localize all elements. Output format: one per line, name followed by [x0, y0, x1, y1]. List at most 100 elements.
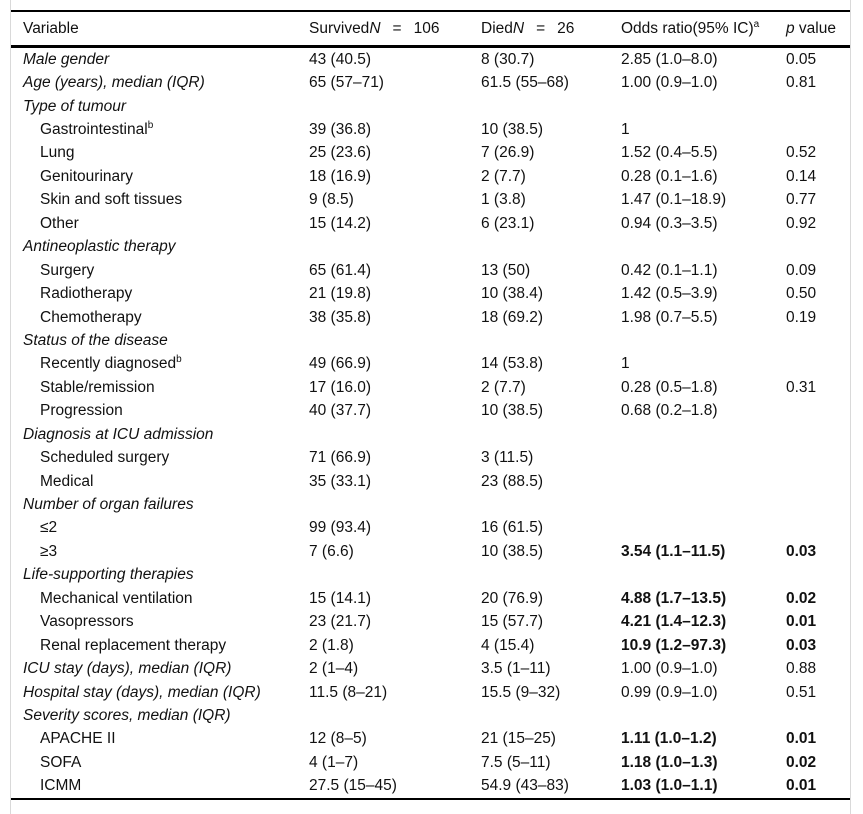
- odds-ratio-value: 0.28 (0.5–1.8): [621, 378, 718, 396]
- variable-cell: ICMM: [11, 777, 309, 795]
- table-row: Life-supporting therapies: [11, 564, 850, 587]
- survived-value: 23 (21.7): [309, 613, 372, 631]
- variable-label: Surgery: [40, 261, 95, 279]
- table-row: Radiotherapy 21 (19.8) 10 (38.4) 1.42 (0…: [11, 282, 850, 305]
- odds-ratio-value: 0.28 (0.1–1.6): [621, 167, 718, 185]
- variable-cell: Vasopressors: [11, 613, 309, 631]
- variable-cell: Age (years), median (IQR): [11, 74, 309, 92]
- survived-value: 15 (14.2): [309, 214, 372, 232]
- variable-cell: ≤2: [11, 519, 309, 537]
- table-row: ICU stay (days), median (IQR) 2 (1–4) 3.…: [11, 657, 850, 680]
- died-value: 10 (38.4): [481, 285, 544, 303]
- table-row: Vasopressors 23 (21.7) 15 (57.7) 4.21 (1…: [11, 611, 850, 634]
- table-row: Lung 25 (23.6) 7 (26.9) 1.52 (0.4–5.5) 0…: [11, 142, 850, 165]
- variable-label: Stable/remission: [40, 378, 155, 396]
- died-value: 21 (15–25): [481, 730, 556, 748]
- table-row: APACHE II 12 (8–5) 21 (15–25) 1.11 (1.0–…: [11, 728, 850, 751]
- p-value: 0.01: [786, 777, 817, 795]
- odds-ratio-value: 1.03 (1.0–1.1): [621, 777, 718, 795]
- survived-value: 35 (33.1): [309, 472, 372, 490]
- table-row: Diagnosis at ICU admission: [11, 423, 850, 446]
- variable-cell: Gastrointestinalb: [11, 120, 309, 139]
- died-value: 10 (38.5): [481, 121, 544, 139]
- variable-label: Genitourinary: [40, 167, 134, 185]
- survived-value: 65 (57–71): [309, 74, 384, 92]
- table-bottom-rule: [11, 798, 850, 800]
- variable-label: Renal replacement therapy: [40, 636, 227, 654]
- table-top-rule: [11, 10, 850, 12]
- variable-label: Mechanical ventilation: [40, 589, 193, 607]
- variable-header-label: Variable: [23, 19, 79, 37]
- odds-ratio-value: 1.47 (0.1–18.9): [621, 191, 727, 209]
- died-value: 13 (50): [481, 261, 531, 279]
- p-value: 0.50: [786, 285, 817, 303]
- variable-cell: Type of tumour: [11, 98, 309, 116]
- variable-label: Scheduled surgery: [40, 449, 170, 467]
- odds-ratio-value: 10.9 (1.2–97.3): [621, 636, 727, 654]
- table-row: Mechanical ventilation 15 (14.1) 20 (76.…: [11, 587, 850, 610]
- variable-cell: Medical: [11, 473, 309, 491]
- variable-label: Status of the disease: [23, 331, 168, 349]
- column-header-died: DiedN = 26: [481, 20, 621, 38]
- died-value: 1 (3.8): [481, 191, 526, 209]
- survived-value: 21 (19.8): [309, 285, 372, 303]
- table-row: Renal replacement therapy 2 (1.8) 4 (15.…: [11, 634, 850, 657]
- survived-value: 99 (93.4): [309, 519, 372, 537]
- table-row: Skin and soft tissues 9 (8.5) 1 (3.8) 1.…: [11, 189, 850, 212]
- table-row: Stable/remission 17 (16.0) 2 (7.7) 0.28 …: [11, 376, 850, 399]
- table-row: Recently diagnosedb 49 (66.9) 14 (53.8) …: [11, 353, 850, 376]
- survived-value: 43 (40.5): [309, 50, 372, 68]
- survived-value: 12 (8–5): [309, 730, 367, 748]
- variable-label: Medical: [40, 472, 94, 490]
- variable-label: ICU stay (days), median (IQR): [23, 660, 232, 678]
- table-row: Age (years), median (IQR) 65 (57–71) 61.…: [11, 71, 850, 94]
- variable-cell: Status of the disease: [11, 332, 309, 350]
- variable-cell: Mechanical ventilation: [11, 590, 309, 608]
- variable-label: APACHE II: [40, 730, 116, 748]
- variable-label: Progression: [40, 402, 123, 420]
- variable-label: Diagnosis at ICU admission: [23, 425, 214, 443]
- p-value: 0.01: [786, 730, 817, 748]
- table-row: Medical 35 (33.1) 23 (88.5): [11, 470, 850, 493]
- variable-label: Radiotherapy: [40, 285, 133, 303]
- footnote-marker: b: [176, 354, 182, 366]
- p-value: 0.02: [786, 753, 817, 771]
- table-row: ≥3 7 (6.6) 10 (38.5) 3.54 (1.1–11.5) 0.0…: [11, 540, 850, 563]
- variable-label: Other: [40, 214, 79, 232]
- variable-cell: Antineoplastic therapy: [11, 238, 309, 256]
- died-value: 54.9 (43–83): [481, 777, 569, 795]
- variable-cell: ≥3: [11, 543, 309, 561]
- variable-label: ≤2: [40, 519, 58, 537]
- died-value: 20 (76.9): [481, 589, 544, 607]
- died-value: 2 (7.7): [481, 378, 526, 396]
- p-value: 0.14: [786, 167, 817, 185]
- table-row: Hospital stay (days), median (IQR) 11.5 …: [11, 681, 850, 704]
- died-value: 8 (30.7): [481, 50, 535, 68]
- variable-cell: Number of organ failures: [11, 496, 309, 514]
- variable-cell: Other: [11, 215, 309, 233]
- variable-cell: Surgery: [11, 262, 309, 280]
- column-header-p-value: p value: [786, 20, 852, 38]
- odds-ratio-value: 2.85 (1.0–8.0): [621, 50, 718, 68]
- odds-ratio-value: 3.54 (1.1–11.5): [621, 542, 726, 560]
- odds-ratio-value: 1.18 (1.0–1.3): [621, 753, 718, 771]
- variable-cell: Life-supporting therapies: [11, 566, 309, 584]
- table-header-rule: [11, 45, 850, 48]
- died-n-count: 26: [557, 19, 575, 37]
- variable-label: Male gender: [23, 50, 110, 68]
- table-row: Surgery 65 (61.4) 13 (50) 0.42 (0.1–1.1)…: [11, 259, 850, 282]
- p-value: 0.02: [786, 589, 817, 607]
- odds-ratio-value: 1.42 (0.5–3.9): [621, 285, 718, 303]
- variable-cell: Chemotherapy: [11, 309, 309, 327]
- variable-cell: Lung: [11, 144, 309, 162]
- died-equals-sign: =: [536, 19, 546, 37]
- variable-label: Recently diagnosed: [40, 355, 177, 373]
- table-row: Genitourinary 18 (16.9) 2 (7.7) 0.28 (0.…: [11, 165, 850, 188]
- column-header-survived: SurvivedN = 106: [309, 20, 481, 38]
- variable-cell: Progression: [11, 402, 309, 420]
- variable-label: Skin and soft tissues: [40, 191, 183, 209]
- footnote-marker-a: a: [753, 18, 760, 30]
- survived-value: 11.5 (8–21): [309, 683, 388, 701]
- table-row: Gastrointestinalb 39 (36.8) 10 (38.5) 1: [11, 118, 850, 141]
